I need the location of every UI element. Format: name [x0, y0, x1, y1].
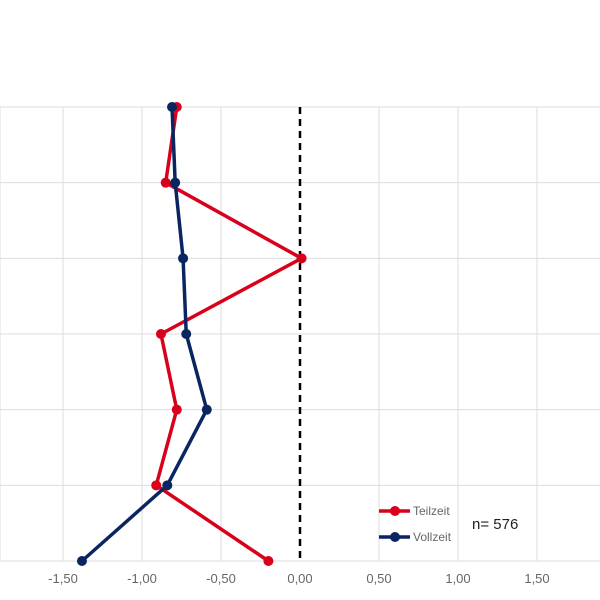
point-vollzeit-4 — [201, 404, 212, 415]
point-vollzeit-2 — [178, 253, 189, 264]
series-vollzeit — [76, 102, 212, 566]
series-teilzeit — [151, 102, 307, 566]
legend-item-teilzeit: Teilzeit — [379, 504, 450, 518]
x-tick-label-5: 1,00 — [445, 571, 470, 586]
point-vollzeit-6 — [76, 556, 87, 566]
legend-swatch-marker-teilzeit — [390, 506, 400, 516]
legend: Teilzeit Vollzeit — [379, 504, 452, 544]
legend-item-vollzeit: Vollzeit — [379, 530, 452, 544]
x-tick-label-6: 1,50 — [524, 571, 549, 586]
point-vollzeit-3 — [181, 329, 192, 339]
x-axis-tick-labels: -1,50 -1,00 -0,50 0,00 0,50 1,00 1,50 — [48, 571, 549, 586]
legend-label-teilzeit: Teilzeit — [413, 504, 450, 518]
point-vollzeit-0 — [167, 102, 178, 112]
point-teilzeit-6 — [263, 556, 274, 566]
x-tick-label-1: -1,00 — [127, 571, 157, 586]
point-vollzeit-1 — [170, 177, 181, 188]
point-teilzeit-4 — [171, 404, 182, 415]
x-tick-label-4: 0,50 — [366, 571, 391, 586]
x-tick-label-0: -1,50 — [48, 571, 78, 586]
x-tick-label-3: 0,00 — [287, 571, 312, 586]
point-teilzeit-3 — [155, 329, 166, 339]
point-teilzeit-5 — [151, 480, 162, 491]
point-teilzeit-1 — [160, 177, 171, 188]
point-vollzeit-5 — [162, 480, 173, 491]
sample-size-annotation: n= 576 — [472, 516, 518, 533]
legend-label-vollzeit: Vollzeit — [413, 530, 452, 544]
series-layer — [76, 102, 307, 566]
legend-swatch-marker-vollzeit — [390, 532, 400, 542]
x-tick-label-2: -0,50 — [206, 571, 236, 586]
point-teilzeit-2 — [296, 253, 307, 264]
